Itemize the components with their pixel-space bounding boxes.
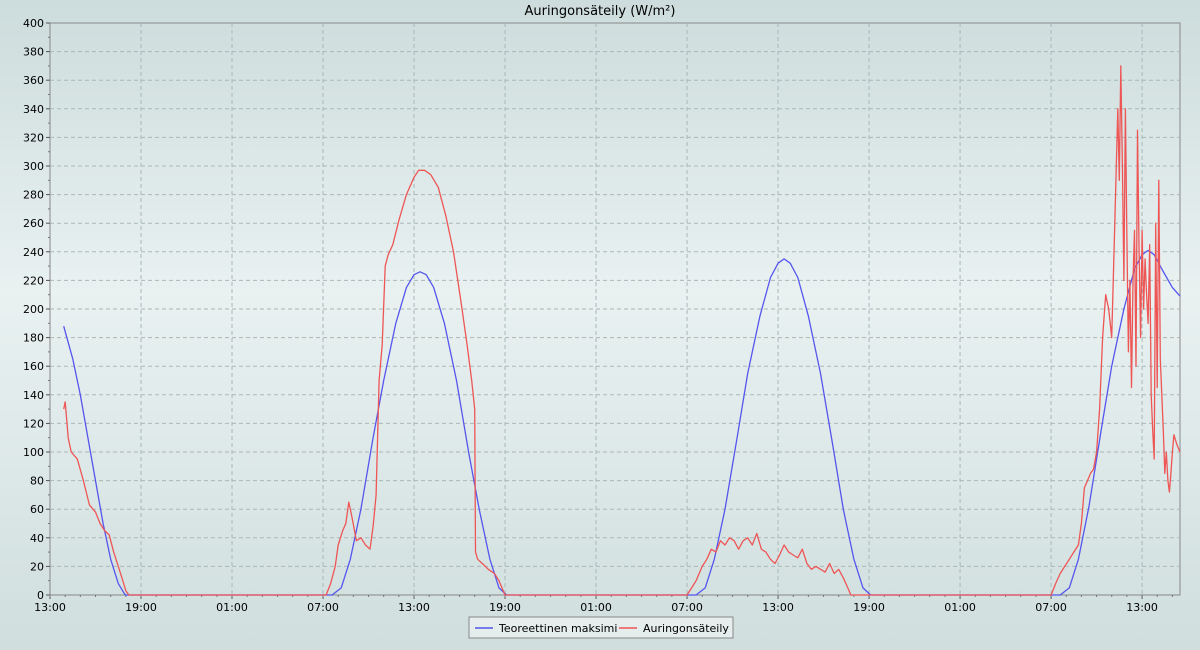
x-tick-label: 13:00 (398, 601, 430, 614)
x-tick-label: 19:00 (125, 601, 157, 614)
legend-box (468, 616, 734, 639)
y-tick-label: 280 (23, 189, 44, 202)
chart-title: Auringonsäteily (W/m²) (525, 4, 676, 19)
x-tick-label: 13:00 (762, 601, 794, 614)
y-tick-label: 0 (37, 589, 44, 602)
legend-label: Teoreettinen maksimi (498, 622, 617, 635)
y-tick-label: 80 (30, 475, 44, 488)
x-tick-label: 19:00 (489, 601, 521, 614)
y-tick-label: 160 (23, 360, 44, 373)
y-tick-label: 180 (23, 332, 44, 345)
legend: Teoreettinen maksimi Auringonsäteily (468, 616, 734, 639)
y-tick-label: 340 (23, 103, 44, 116)
y-tick-label: 360 (23, 74, 44, 87)
legend-label: Auringonsäteily (643, 622, 729, 635)
x-tick-label: 07:00 (307, 601, 339, 614)
y-tick-label: 320 (23, 131, 44, 144)
series-lines (63, 65, 1181, 596)
grid-lines (50, 23, 1180, 595)
series-line-1 (63, 65, 1181, 596)
x-tick-label: 01:00 (580, 601, 612, 614)
y-tick-label: 100 (23, 446, 44, 459)
y-tick-label: 380 (23, 46, 44, 59)
x-tick-label: 13:00 (34, 601, 66, 614)
x-axis: 13:00 19:00 01:00 07:00 13:00 19:00 01:00 07:00… (34, 595, 1173, 614)
y-tick-label: 20 (30, 560, 44, 573)
y-tick-label: 60 (30, 503, 44, 516)
y-tick-label: 220 (23, 274, 44, 287)
x-tick-label: 01:00 (216, 601, 248, 614)
y-tick-label: 240 (23, 246, 44, 259)
x-tick-label: 01:00 (944, 601, 976, 614)
y-tick-label: 300 (23, 160, 44, 173)
y-tick-label: 400 (23, 17, 44, 30)
y-tick-label: 200 (23, 303, 44, 316)
x-tick-label: 07:00 (671, 601, 703, 614)
y-tick-label: 260 (23, 217, 44, 230)
x-tick-label: 07:00 (1035, 601, 1067, 614)
series-line-0 (63, 249, 1181, 596)
y-tick-label: 120 (23, 417, 44, 430)
x-tick-label: 13:00 (1126, 601, 1158, 614)
y-axis: 0 20 40 60 80 100 120 140 160 180 200 220 240 260 280 3… (23, 17, 50, 602)
x-tick-label: 19:00 (853, 601, 885, 614)
y-tick-label: 140 (23, 389, 44, 402)
y-tick-label: 40 (30, 532, 44, 545)
